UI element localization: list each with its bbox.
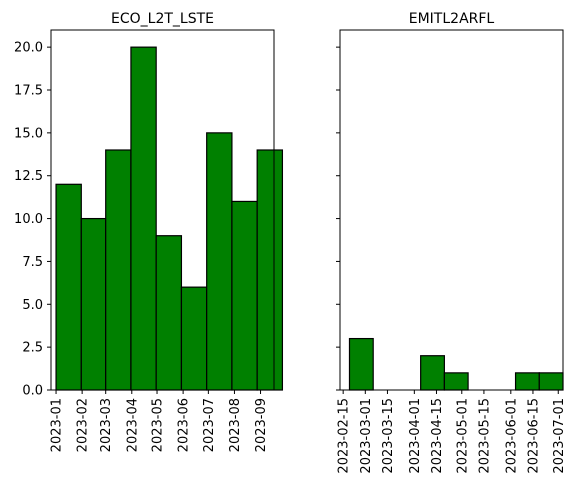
histogram-bar: [155, 235, 183, 391]
histogram-bar: [514, 372, 540, 391]
x-tick-label: 2023-03-15: [381, 398, 396, 474]
x-tick-label: 2023-09: [254, 398, 269, 452]
x-tick-label: 2023-04-15: [430, 398, 445, 474]
x-tick-label: 2023-03-01: [359, 398, 374, 474]
histogram-bar: [55, 183, 82, 391]
x-tick-label: 2023-06-01: [504, 398, 519, 474]
x-tick-label: 2023-04-01: [408, 398, 423, 474]
chart-title: ECO_L2T_LSTE: [111, 11, 214, 27]
y-tick-label: 7.5: [22, 255, 43, 270]
histogram-bar: [256, 149, 284, 391]
x-tick-label: 2023-08: [228, 398, 243, 452]
panel-eco-l2t-lste: 0.0 2.5 5.0 7.5 10.0 12.5 15.0 17.5 20.0 2023-01 2…: [14, 11, 284, 452]
x-tick-label: 2023-07: [202, 398, 217, 452]
x-tick-label: 2023-04: [125, 398, 140, 452]
x-tick-label: 2023-01: [50, 398, 65, 452]
histogram-bar: [538, 372, 564, 391]
histogram-bar: [130, 46, 157, 391]
x-tick-label: 2023-05-15: [477, 398, 492, 474]
histogram-bar: [443, 372, 469, 391]
axes-frame: [339, 29, 564, 391]
histogram-bar: [420, 355, 445, 391]
histogram-bar: [348, 337, 374, 391]
y-tick-label: 17.5: [14, 84, 43, 99]
y-tick-label: 2.5: [22, 341, 43, 356]
histogram-bar: [180, 286, 208, 391]
y-tick-label: 5.0: [22, 298, 43, 313]
axes-frame: [50, 29, 275, 391]
y-tick-label: 0.0: [22, 384, 43, 399]
histogram-bar: [80, 217, 107, 391]
x-tick-label: 2023-05: [151, 398, 166, 452]
y-tick-label: 15.0: [14, 126, 43, 141]
y-tick-label: 20.0: [14, 41, 43, 56]
chart-title: EMITL2ARFL: [409, 11, 495, 27]
histogram-bar: [231, 200, 258, 391]
x-tick-label: 2023-05-01: [455, 398, 470, 474]
y-tick-label: 10.0: [14, 212, 43, 227]
histogram-bar: [206, 132, 233, 391]
panel-emitl2arfl: 2023-02-15 2023-03-01 2023-03-15 2023-04-01…: [336, 11, 567, 474]
x-tick-label: 2023-07-01: [552, 398, 567, 474]
x-tick-label: 2023-02-15: [337, 398, 352, 474]
x-tick-label: 2023-06-15: [526, 398, 541, 474]
x-tick-label: 2023-02: [76, 398, 91, 452]
x-tick-label: 2023-03: [99, 398, 114, 452]
x-tick-label: 2023-06: [177, 398, 192, 452]
y-tick-label: 12.5: [14, 169, 43, 184]
histogram-bar: [105, 149, 132, 391]
